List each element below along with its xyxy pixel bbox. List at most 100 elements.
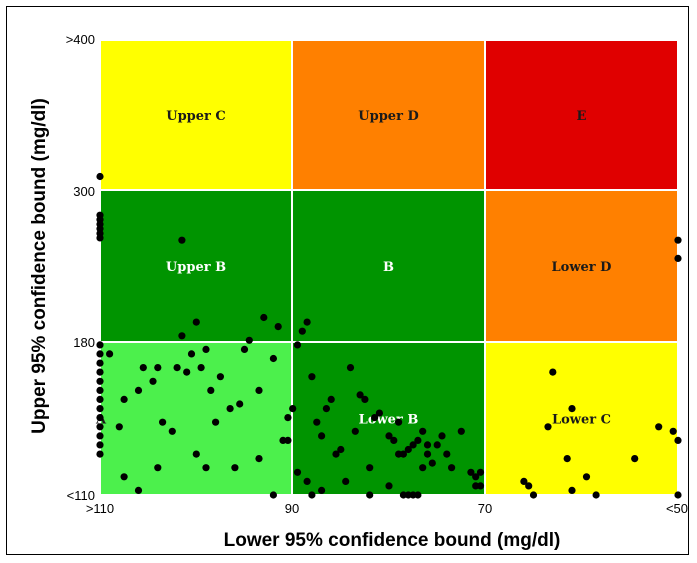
data-point — [96, 377, 104, 385]
data-point — [120, 473, 128, 481]
data-point — [96, 341, 104, 349]
data-point — [178, 236, 186, 244]
data-point — [134, 386, 143, 394]
data-point — [390, 436, 398, 444]
data-point — [385, 432, 393, 440]
data-point — [433, 441, 441, 449]
y-tick-label: >400 — [66, 32, 95, 47]
data-point — [399, 450, 407, 458]
data-point — [443, 450, 451, 458]
data-point — [674, 254, 682, 262]
data-point — [476, 482, 485, 490]
data-point — [549, 368, 557, 376]
data-point — [183, 368, 191, 376]
data-point — [428, 459, 436, 467]
data-point — [192, 450, 200, 458]
data-point — [568, 405, 576, 413]
y-tick-label: 300 — [73, 184, 95, 199]
data-point — [115, 423, 123, 431]
data-point — [303, 477, 311, 485]
data-point — [207, 386, 215, 394]
data-point — [544, 423, 552, 431]
zone-label: B — [383, 260, 394, 275]
data-point — [274, 323, 282, 331]
data-point — [96, 359, 104, 367]
data-point — [423, 450, 432, 458]
data-point — [284, 414, 292, 422]
data-point — [139, 364, 147, 372]
data-point — [96, 405, 104, 413]
data-point — [448, 464, 456, 472]
zone-grid — [99, 39, 679, 496]
data-point — [202, 464, 210, 472]
data-point — [467, 468, 475, 476]
data-point — [236, 400, 244, 408]
data-point — [96, 423, 104, 431]
data-point — [231, 464, 239, 472]
data-point — [226, 405, 234, 413]
data-points — [96, 172, 682, 499]
data-point — [168, 427, 176, 435]
data-point — [346, 364, 355, 372]
zone-b — [291, 189, 486, 343]
zone-upper-c — [99, 39, 293, 191]
data-point — [197, 364, 205, 372]
data-point — [337, 445, 345, 454]
data-point — [149, 377, 157, 385]
zone-label: Upper C — [166, 109, 226, 124]
data-point — [255, 455, 263, 463]
data-point — [525, 482, 533, 490]
data-point — [332, 450, 340, 458]
data-point — [216, 373, 224, 381]
data-point — [366, 464, 374, 472]
zone-label: Lower C — [552, 413, 611, 428]
data-point — [120, 395, 128, 403]
data-point — [361, 395, 369, 403]
data-point — [563, 455, 571, 463]
data-point — [192, 318, 200, 326]
data-point — [631, 455, 639, 463]
zone-label: Lower B — [359, 413, 419, 428]
data-point — [419, 427, 427, 435]
x-axis-title: Lower 95% confidence bound (mg/dl) — [224, 530, 561, 551]
data-point — [298, 327, 306, 335]
data-point — [303, 318, 311, 326]
data-point — [245, 336, 253, 344]
data-point — [269, 491, 277, 499]
x-tick-label: >110 — [86, 501, 114, 516]
x-tick-label: 70 — [478, 501, 492, 516]
data-point — [395, 418, 403, 426]
data-point — [96, 395, 104, 403]
data-point — [178, 332, 186, 340]
data-point — [356, 391, 364, 399]
y-tick-label: <110 — [67, 488, 95, 503]
data-point — [159, 418, 167, 426]
data-point — [255, 386, 263, 394]
data-point — [96, 386, 104, 394]
data-point — [308, 373, 316, 381]
data-point — [438, 432, 446, 440]
data-point — [472, 473, 480, 481]
data-point — [289, 405, 297, 413]
data-point — [375, 409, 383, 417]
data-point — [96, 414, 104, 422]
data-point — [529, 491, 538, 499]
data-point — [674, 436, 682, 444]
data-point — [284, 436, 292, 444]
data-point — [96, 172, 104, 181]
data-point — [154, 364, 162, 372]
data-point — [173, 364, 181, 372]
zone-lower-d — [484, 189, 679, 343]
data-point — [414, 491, 422, 499]
data-point — [293, 341, 302, 349]
zone-label: Lower D — [552, 260, 612, 275]
x-tick-label: 90 — [285, 501, 299, 516]
data-point — [342, 477, 350, 485]
data-point — [212, 418, 220, 426]
data-point — [520, 477, 528, 485]
data-point — [674, 236, 682, 244]
data-point — [419, 464, 427, 472]
data-point — [582, 473, 591, 481]
data-point — [366, 491, 374, 499]
